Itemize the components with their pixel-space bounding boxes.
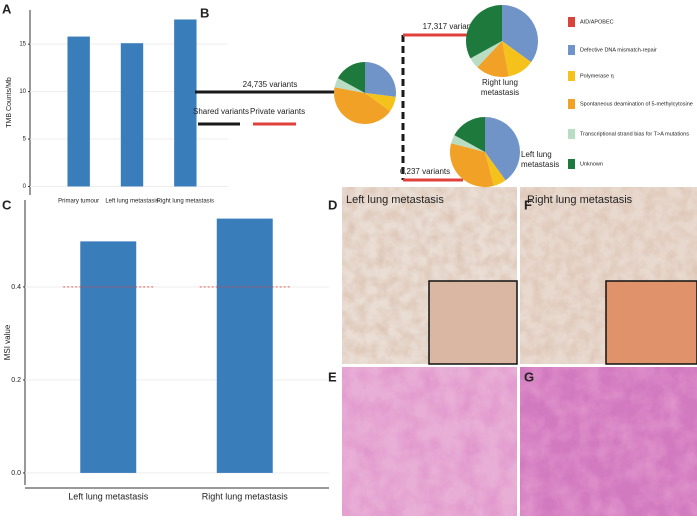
y-tick-label: 0.0 <box>11 470 21 477</box>
legend-swatch <box>568 71 575 81</box>
pie-label-line: metastasis <box>481 88 519 97</box>
y-tick-label: 10 <box>19 89 26 95</box>
legend-label: AID/APOBEC <box>580 19 614 25</box>
bar <box>120 43 144 187</box>
legend-swatch <box>568 45 575 55</box>
annotation: 17,317 variants <box>423 22 478 31</box>
bar <box>67 36 90 187</box>
pie-slice <box>466 5 502 59</box>
pie-label-line: Left lung <box>521 150 552 159</box>
pie-slice <box>365 62 396 97</box>
legend-swatch <box>568 99 575 109</box>
pie-label: Right lung metastasis <box>481 78 519 97</box>
y-tick-label: 0.4 <box>11 284 21 291</box>
y-tick-label: 5 <box>23 137 27 143</box>
x-tick-label: Left lung metastasis <box>68 491 149 501</box>
pie-slice <box>502 5 538 63</box>
he-left-texture <box>342 367 517 516</box>
pie-slice <box>454 116 485 152</box>
x-tick-label: Right lung metastasis <box>157 199 214 205</box>
bar <box>80 241 137 473</box>
panel-letter: C <box>2 197 12 212</box>
annotation: 6,237 variants <box>400 167 450 176</box>
panel-letter: F <box>524 197 532 212</box>
y-axis-label: MSI value <box>3 324 12 360</box>
legend-swatch <box>568 159 575 169</box>
pie-slice <box>470 41 502 68</box>
legend-label: Shared variants <box>193 107 249 116</box>
legend-label: Polymerase η <box>580 73 614 79</box>
he-right-texture <box>520 367 697 516</box>
pie-slice <box>451 135 485 152</box>
pie-label: Left lung metastasis <box>521 150 559 169</box>
legend-label: Transcriptional strand bias for T>A muta… <box>580 131 689 137</box>
y-tick-label: 15 <box>19 42 26 48</box>
panel-letter: G <box>524 369 534 384</box>
pie-label-line: Right lung <box>482 78 518 87</box>
inset-right <box>605 280 697 365</box>
micrographs: Left lung metastasis Right lung metastas… <box>342 187 697 516</box>
legend-label: Private variants <box>250 107 305 116</box>
pie-slice <box>334 78 365 93</box>
panel-letter: D <box>328 197 337 212</box>
micro-label: Left lung metastasis <box>346 194 444 206</box>
x-tick-label: Primary tumour <box>58 199 99 205</box>
x-tick-label: Right lung metastasis <box>202 491 289 501</box>
pie-slice <box>485 152 506 186</box>
pie-label-line: metastasis <box>521 160 559 169</box>
annotation: 24,735 variants <box>243 80 298 89</box>
inset-left <box>428 280 518 365</box>
bar <box>216 218 273 473</box>
y-tick-label: 0.2 <box>11 377 21 384</box>
pie-slice <box>477 41 509 77</box>
micro-label: Right lung metastasis <box>527 194 633 206</box>
legend-swatch <box>568 17 575 27</box>
x-tick-label: Left lung metastasis <box>105 199 158 205</box>
pie-slice <box>365 93 396 112</box>
legend-label: Unknown <box>580 161 603 167</box>
legend-label: Spontaneous deamination of 5-methylcytos… <box>580 101 693 107</box>
legend-label: Defective DNA mismatch-repair <box>580 47 657 53</box>
legend-swatch <box>568 129 575 139</box>
panel-letter: B <box>200 5 209 20</box>
panel-letter: E <box>328 369 337 384</box>
pie-slice <box>334 87 391 124</box>
pie-slice <box>450 143 494 187</box>
pie-slice <box>502 41 532 77</box>
pie-slice <box>337 62 365 93</box>
bar <box>174 19 197 187</box>
panel-letter: A <box>2 1 12 16</box>
pie-slice <box>485 117 520 181</box>
y-axis-label: TMB Counts/Mb <box>6 77 13 128</box>
y-tick-label: 0 <box>23 184 27 190</box>
